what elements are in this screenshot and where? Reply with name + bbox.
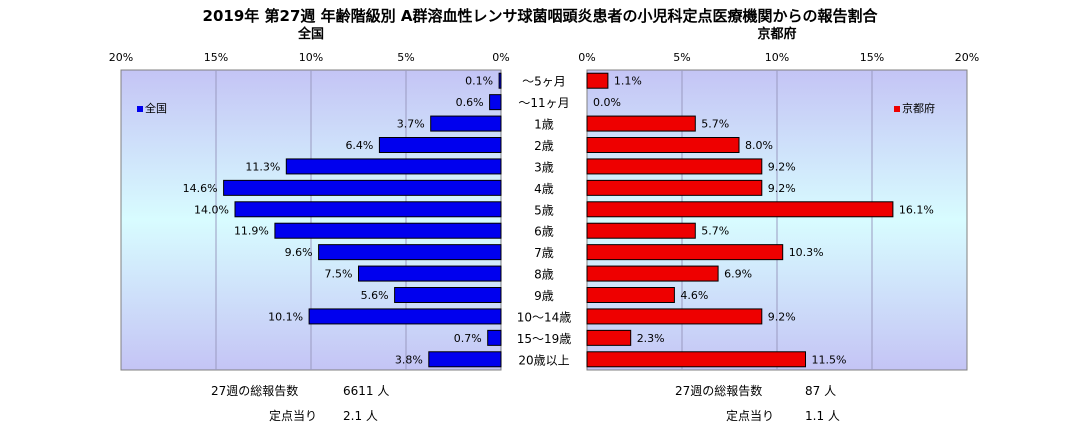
category-label: 1歳 [534, 118, 554, 132]
legend-label-left: 全国 [145, 101, 167, 115]
footer-right-total-value: 87 人 [805, 384, 837, 398]
category-label: 2歳 [534, 139, 554, 153]
category-label: ～5ヶ月 [522, 75, 566, 89]
panel-title-left: 全国 [297, 26, 324, 42]
bar-right [586, 137, 740, 153]
footer-left-per-value: 2.1 人 [343, 409, 378, 423]
data-label-left: 3.7% [397, 118, 425, 131]
bar-left [487, 329, 502, 346]
x-tick-label-left: 20% [109, 51, 133, 64]
data-label-left: 6.4% [345, 139, 373, 152]
x-tick-label-right: 10% [765, 51, 789, 64]
bar-right [586, 308, 763, 325]
data-label-left: 14.0% [194, 203, 229, 216]
bar-left [308, 308, 502, 325]
bar-left [234, 201, 502, 218]
data-label-left: 0.7% [454, 332, 482, 345]
panel-title-right: 京都府 [757, 26, 796, 42]
x-tick-label-left: 10% [299, 51, 323, 64]
bar-right [586, 201, 894, 218]
data-label-right: 1.1% [614, 75, 642, 88]
category-label: ～11ヶ月 [518, 96, 569, 110]
bar-left [358, 265, 502, 282]
bar-left [285, 158, 502, 175]
data-label-right: 9.2% [768, 160, 796, 173]
chart-title: 2019年 第27週 年齢階級別 A群溶血性レンサ球菌咽頭炎患者の小児科定点医療… [203, 7, 879, 25]
bar-left [489, 94, 502, 111]
bar-right [586, 351, 806, 368]
footer-right-per-label: 定点当り [726, 409, 775, 423]
data-label-left: 3.8% [395, 353, 423, 366]
data-label-right: 9.2% [768, 182, 796, 195]
category-label: 4歳 [534, 182, 554, 196]
category-label: 9歳 [534, 289, 554, 303]
x-tick-label-left: 15% [204, 51, 228, 64]
category-label: 8歳 [534, 268, 554, 282]
bar-left [274, 222, 502, 239]
bar-right [586, 179, 763, 196]
bar-right [586, 329, 632, 346]
data-label-left: 0.1% [465, 75, 493, 88]
data-label-right: 8.0% [745, 139, 773, 152]
data-label-right: 11.5% [812, 353, 847, 366]
bar-left [378, 137, 502, 153]
data-label-left: 11.3% [245, 160, 280, 173]
legend-swatch-right [894, 106, 900, 112]
data-label-right: 5.7% [701, 225, 729, 238]
x-tick-label-right: 15% [860, 51, 884, 64]
data-label-left: 5.6% [361, 289, 389, 302]
category-label: 15～19歳 [517, 332, 572, 346]
bar-left [428, 351, 502, 368]
category-label: 5歳 [534, 203, 554, 217]
x-tick-label-right: 5% [673, 51, 690, 64]
x-tick-label-left: 5% [397, 51, 414, 64]
bar-left [318, 244, 502, 261]
legend-swatch-left [137, 106, 143, 112]
footer-left-total-label: 27週の総報告数 [211, 384, 299, 398]
category-label: 10～14歳 [517, 310, 572, 324]
x-tick-label-left: 0% [492, 51, 509, 64]
data-label-left: 0.6% [456, 96, 484, 109]
bar-right [586, 222, 696, 239]
bar-right [586, 158, 763, 175]
bar-left [394, 287, 502, 303]
data-label-right: 6.9% [724, 268, 752, 281]
data-label-left: 14.6% [183, 182, 218, 195]
data-label-left: 10.1% [268, 310, 303, 323]
data-label-right: 10.3% [789, 246, 824, 259]
data-label-right: 16.1% [899, 203, 934, 216]
data-label-right: 4.6% [680, 289, 708, 302]
legend-label-right: 京都府 [902, 101, 935, 115]
footer-right-per-value: 1.1 人 [805, 409, 840, 423]
data-label-left: 9.6% [285, 246, 313, 259]
bar-left [430, 115, 502, 132]
bar-right [586, 72, 609, 89]
data-label-left: 7.5% [325, 268, 353, 281]
footer-right-total-label: 27週の総報告数 [675, 384, 763, 398]
x-tick-label-right: 20% [955, 51, 979, 64]
bar-right [586, 244, 784, 261]
bar-right [586, 287, 675, 303]
data-label-right: 5.7% [701, 118, 729, 131]
category-label: 3歳 [534, 160, 554, 174]
data-label-right: 2.3% [637, 332, 665, 345]
footer-left-per-label: 定点当り [269, 409, 318, 423]
category-label: 7歳 [534, 246, 554, 260]
data-label-right: 9.2% [768, 310, 796, 323]
x-tick-label-right: 0% [578, 51, 595, 64]
data-label-left: 11.9% [234, 225, 269, 238]
bar-left [498, 72, 502, 89]
footer-left-total-value: 6611 人 [343, 384, 390, 398]
data-label-right: 0.0% [593, 96, 621, 109]
bar-right [586, 265, 719, 282]
category-label: 6歳 [534, 225, 554, 239]
bar-right [586, 115, 696, 132]
category-label: 20歳以上 [518, 353, 569, 367]
bar-left [223, 179, 502, 196]
